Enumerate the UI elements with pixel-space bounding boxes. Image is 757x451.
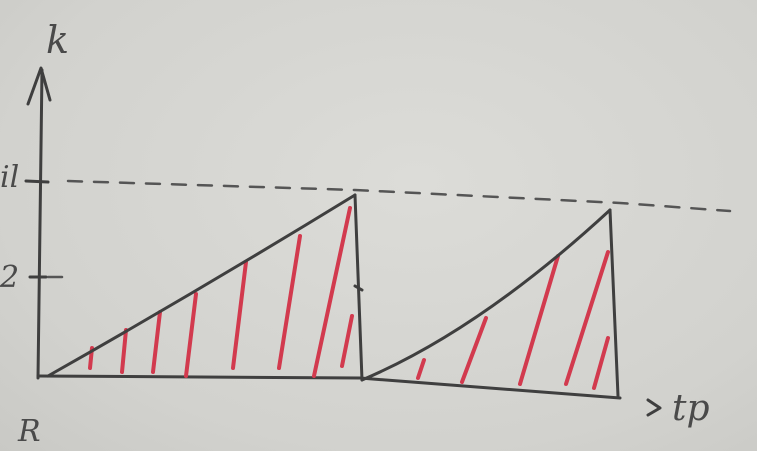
- x-axis: [36, 374, 622, 400]
- hatch-mark: [184, 292, 198, 378]
- axes: [24, 66, 662, 417]
- dashed-upper-level: [66, 179, 732, 213]
- hatch-mark: [592, 336, 610, 390]
- dashed-guides: [46, 179, 732, 279]
- hatch-mark: [312, 206, 352, 378]
- tick-upper: [24, 179, 50, 184]
- hatch-mark: [151, 310, 162, 374]
- first-ramp: [46, 193, 357, 378]
- y-axis: [36, 68, 44, 380]
- hatch-mark: [518, 254, 560, 386]
- small-tick-on-drop: [353, 284, 364, 292]
- x-axis-label: tp: [672, 388, 710, 429]
- hatch-mark: [416, 358, 426, 380]
- lower-level-label: 2: [0, 260, 20, 295]
- upper-level-label: il: [0, 160, 20, 195]
- x-axis-arrowhead: [646, 398, 662, 417]
- hatch-mark: [120, 328, 128, 374]
- hatch-mark: [277, 234, 302, 370]
- corner-label: R: [18, 414, 41, 449]
- sawtooth-curve: [46, 193, 620, 398]
- hatch-mark: [460, 316, 488, 384]
- second-drop: [608, 208, 620, 398]
- hatch-mark: [231, 260, 248, 370]
- hatch-mark: [564, 250, 610, 386]
- y-axis-arrowhead: [26, 66, 52, 106]
- hatch-mark: [340, 314, 354, 368]
- second-ramp: [360, 208, 612, 382]
- red-hatching: [88, 206, 610, 390]
- y-axis-label: k: [46, 18, 70, 62]
